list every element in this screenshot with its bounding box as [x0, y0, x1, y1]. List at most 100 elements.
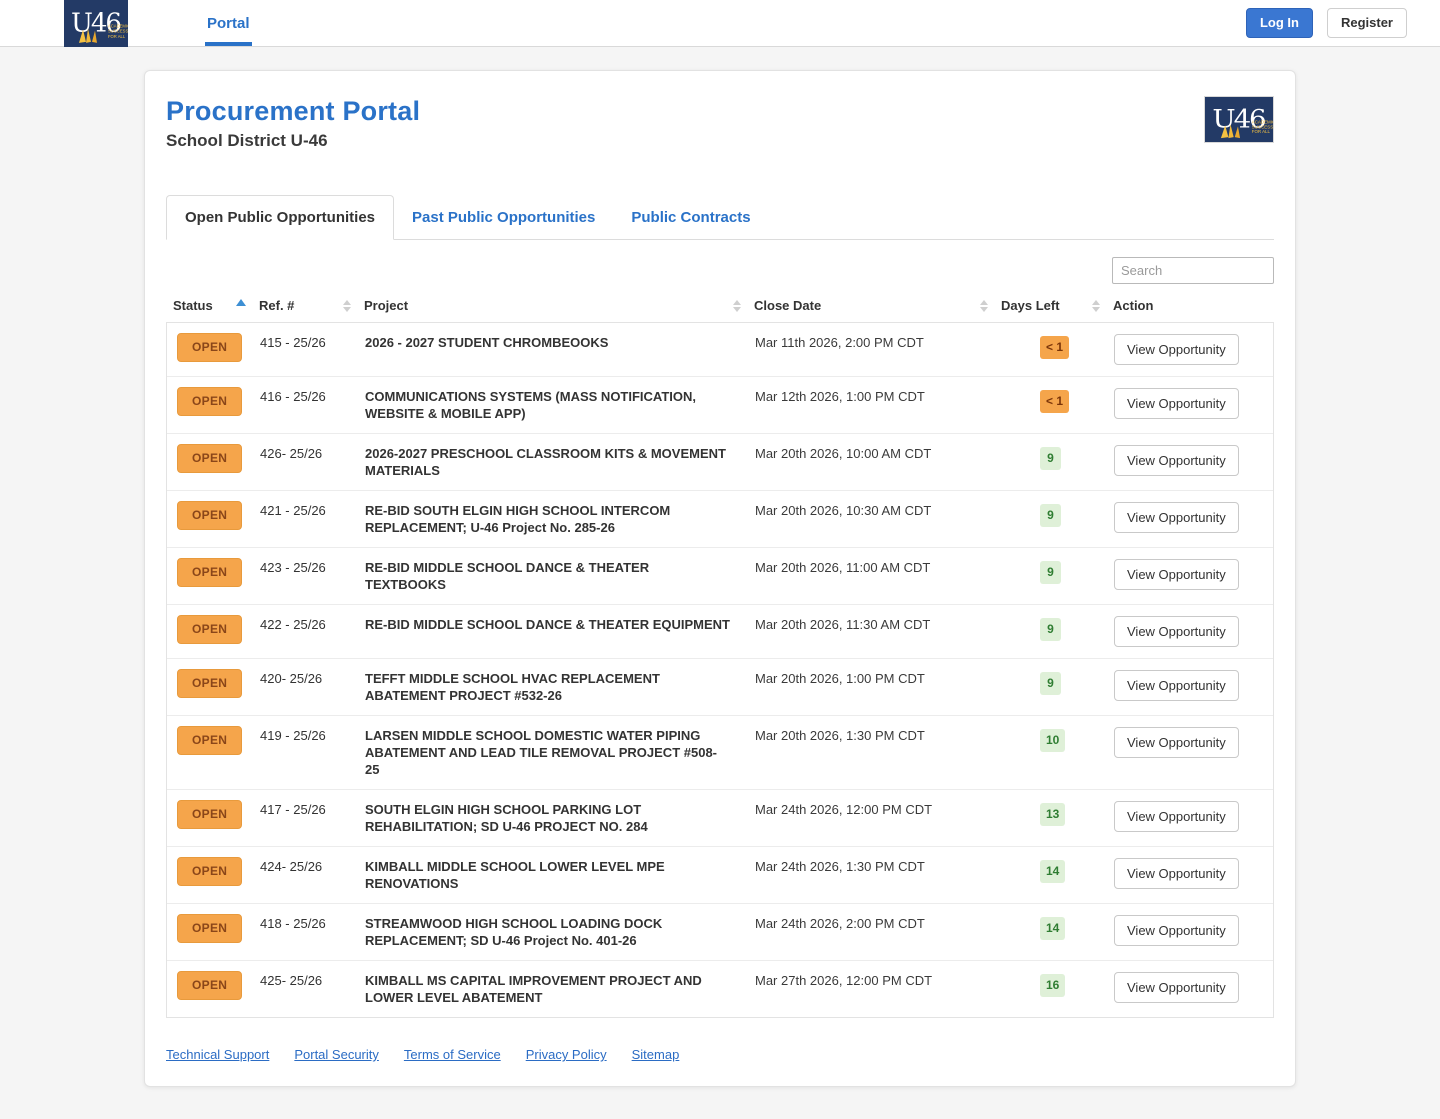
table-row: OPEN 419 - 25/26 LARSEN MIDDLE SCHOOL DO…: [167, 716, 1273, 790]
ref-number: 421 - 25/26: [260, 503, 326, 518]
view-opportunity-button[interactable]: View Opportunity: [1114, 801, 1239, 832]
search-input[interactable]: [1112, 257, 1274, 284]
view-opportunity-button[interactable]: View Opportunity: [1114, 915, 1239, 946]
login-button[interactable]: Log In: [1245, 8, 1313, 38]
close-date: Mar 20th 2026, 10:00 AM CDT: [755, 446, 932, 461]
table-row: OPEN 426- 25/26 2026-2027 PRESCHOOL CLAS…: [167, 434, 1273, 491]
close-date: Mar 24th 2026, 2:00 PM CDT: [755, 916, 925, 931]
view-opportunity-button[interactable]: View Opportunity: [1114, 972, 1239, 1003]
close-date: Mar 11th 2026, 2:00 PM CDT: [755, 335, 924, 350]
footer-link-terms-of-service[interactable]: Terms of Service: [403, 1047, 501, 1062]
days-left-badge: 9: [1040, 504, 1061, 527]
ref-number: 425- 25/26: [260, 973, 323, 988]
project-title: KIMBALL MIDDLE SCHOOL LOWER LEVEL MPE RE…: [365, 859, 665, 891]
u46-tagline-line3: FOR ALL: [1252, 129, 1271, 134]
status-badge: OPEN: [177, 971, 243, 1000]
status-badge: OPEN: [177, 558, 243, 587]
project-title: 2026-2027 PRESCHOOL CLASSROOM KITS & MOV…: [365, 446, 726, 478]
sort-icon: [1092, 299, 1100, 312]
table-body: OPEN 415 - 25/26 2026 - 2027 STUDENT CHR…: [166, 322, 1274, 1018]
ref-number: 415 - 25/26: [260, 335, 326, 350]
view-opportunity-button[interactable]: View Opportunity: [1114, 616, 1239, 647]
status-badge: OPEN: [177, 615, 243, 644]
project-title: RE-BID SOUTH ELGIN HIGH SCHOOL INTERCOM …: [365, 503, 671, 535]
close-date: Mar 20th 2026, 11:30 AM CDT: [755, 617, 931, 632]
view-opportunity-button[interactable]: View Opportunity: [1114, 334, 1239, 365]
u46-tagline-line1: ACADEMIC: [1252, 120, 1273, 125]
footer-link-privacy-policy[interactable]: Privacy Policy: [525, 1047, 607, 1062]
project-title: RE-BID MIDDLE SCHOOL DANCE & THEATER EQU…: [365, 617, 730, 632]
close-date: Mar 24th 2026, 12:00 PM CDT: [755, 802, 933, 817]
footer-link-technical-support[interactable]: Technical Support: [166, 1047, 270, 1062]
days-left-badge: 9: [1040, 618, 1061, 641]
table-row: OPEN 417 - 25/26 SOUTH ELGIN HIGH SCHOOL…: [167, 790, 1273, 847]
status-badge: OPEN: [177, 726, 243, 755]
column-header-project[interactable]: Project: [364, 298, 754, 313]
project-title: TEFFT MIDDLE SCHOOL HVAC REPLACEMENT ABA…: [365, 671, 660, 703]
days-left-badge: < 1: [1040, 336, 1070, 359]
status-badge: OPEN: [177, 914, 243, 943]
view-opportunity-button[interactable]: View Opportunity: [1114, 858, 1239, 889]
project-title: LARSEN MIDDLE SCHOOL DOMESTIC WATER PIPI…: [365, 728, 717, 777]
u46-logo: U46 ACADEMIC SUCCESS FOR ALL: [1205, 97, 1275, 142]
table-row: OPEN 422 - 25/26 RE-BID MIDDLE SCHOOL DA…: [167, 605, 1273, 659]
u46-tagline-line2: SUCCESS: [108, 29, 128, 34]
register-button[interactable]: Register: [1326, 8, 1407, 38]
sort-icon: [733, 299, 741, 312]
sort-ascending-icon: [236, 298, 246, 306]
view-opportunity-button[interactable]: View Opportunity: [1114, 502, 1239, 533]
ref-number: 426- 25/26: [260, 446, 323, 461]
ref-number: 423 - 25/26: [260, 560, 326, 575]
footer-link-sitemap[interactable]: Sitemap: [631, 1047, 680, 1062]
column-header-ref[interactable]: Ref. #: [259, 298, 364, 313]
close-date: Mar 27th 2026, 12:00 PM CDT: [755, 973, 933, 988]
footer-link-portal-security[interactable]: Portal Security: [294, 1047, 379, 1062]
column-header-close-date[interactable]: Close Date: [754, 298, 1001, 313]
u46-tagline-line2: SUCCESS: [1252, 124, 1273, 129]
u46-tagline-line3: FOR ALL: [108, 34, 126, 39]
district-logo-card: U46 ACADEMIC SUCCESS FOR ALL: [1204, 96, 1275, 143]
nav-portal-label: Portal: [207, 14, 250, 32]
view-opportunity-button[interactable]: View Opportunity: [1114, 670, 1239, 701]
days-left-badge: 10: [1040, 729, 1066, 752]
page-title: Procurement Portal: [166, 96, 421, 126]
tab-past-public-opportunities[interactable]: Past Public Opportunities: [412, 209, 596, 226]
project-title: KIMBALL MS CAPITAL IMPROVEMENT PROJECT A…: [365, 973, 702, 1005]
nav-active-indicator: [205, 42, 252, 46]
days-left-badge: 16: [1040, 974, 1066, 997]
view-opportunity-button[interactable]: View Opportunity: [1114, 727, 1239, 758]
district-logo[interactable]: U46 ACADEMIC SUCCESS FOR ALL: [64, 0, 130, 47]
table-row: OPEN 416 - 25/26 COMMUNICATIONS SYSTEMS …: [167, 377, 1273, 434]
u46-logo-text: U46: [1212, 104, 1265, 134]
view-opportunity-button[interactable]: View Opportunity: [1114, 445, 1239, 476]
ref-number: 424- 25/26: [260, 859, 323, 874]
tab-public-contracts[interactable]: Public Contracts: [631, 209, 751, 226]
view-opportunity-button[interactable]: View Opportunity: [1114, 388, 1239, 419]
status-badge: OPEN: [177, 857, 243, 886]
view-opportunity-button[interactable]: View Opportunity: [1114, 559, 1239, 590]
column-header-status[interactable]: Status: [166, 298, 259, 313]
close-date: Mar 24th 2026, 1:30 PM CDT: [755, 859, 925, 874]
table-row: OPEN 423 - 25/26 RE-BID MIDDLE SCHOOL DA…: [167, 548, 1273, 605]
project-title: COMMUNICATIONS SYSTEMS (MASS NOTIFICATIO…: [365, 389, 697, 421]
close-date: Mar 20th 2026, 1:30 PM CDT: [755, 728, 925, 743]
footer-links: Technical Support Portal Security Terms …: [166, 1047, 1274, 1062]
ref-number: 417 - 25/26: [260, 802, 326, 817]
days-left-badge: 9: [1040, 447, 1061, 470]
table-header-row: Status Ref. # Project Close Date Days Le…: [166, 298, 1274, 322]
u46-logo: U46 ACADEMIC SUCCESS FOR ALL: [64, 0, 130, 47]
u46-tagline-line1: ACADEMIC: [108, 24, 128, 29]
close-date: Mar 12th 2026, 1:00 PM CDT: [755, 389, 925, 404]
tab-open-public-opportunities[interactable]: Open Public Opportunities: [166, 195, 395, 240]
ref-number: 418 - 25/26: [260, 916, 326, 931]
card-header: Procurement Portal School District U-46 …: [166, 96, 1275, 151]
column-header-days-left[interactable]: Days Left: [1001, 298, 1113, 313]
status-badge: OPEN: [177, 669, 243, 698]
project-title: 2026 - 2027 STUDENT CHROMBEOOKS: [365, 335, 609, 350]
ref-number: 419 - 25/26: [260, 728, 326, 743]
status-badge: OPEN: [177, 501, 243, 530]
nav-portal[interactable]: Portal: [205, 0, 252, 46]
close-date: Mar 20th 2026, 11:00 AM CDT: [755, 560, 931, 575]
tab-bar: Open Public Opportunities Past Public Op…: [166, 195, 1274, 240]
table-row: OPEN 421 - 25/26 RE-BID SOUTH ELGIN HIGH…: [167, 491, 1273, 548]
